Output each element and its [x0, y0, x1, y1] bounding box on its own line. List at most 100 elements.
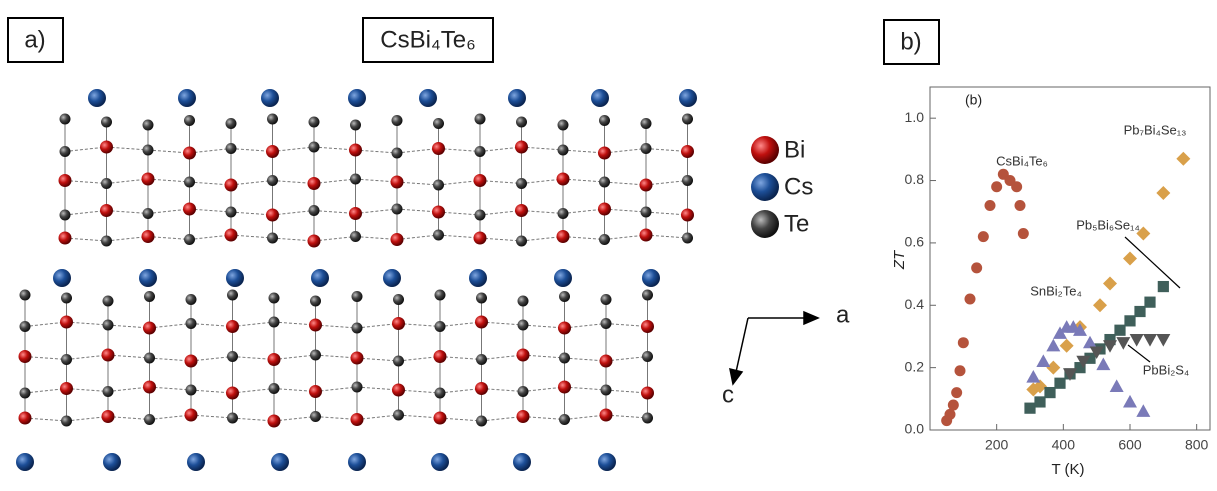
bond — [356, 323, 399, 329]
bond — [313, 178, 356, 184]
atom — [266, 208, 279, 222]
bond — [272, 237, 315, 242]
atom — [350, 351, 364, 365]
point — [1123, 251, 1137, 266]
atom — [103, 453, 121, 471]
atom — [350, 119, 361, 131]
legend-atom — [751, 136, 779, 164]
atom — [144, 352, 155, 364]
bond — [190, 414, 233, 419]
atom — [268, 383, 280, 394]
point — [1017, 228, 1029, 240]
x-tick-label: 200 — [985, 437, 1009, 453]
atom — [351, 322, 363, 334]
atom — [598, 453, 616, 471]
panel-label-box — [7, 17, 64, 63]
point — [951, 387, 963, 399]
atom — [187, 453, 205, 471]
bond — [521, 146, 564, 151]
atom — [183, 146, 196, 160]
atom — [639, 178, 653, 192]
bond — [562, 149, 605, 154]
bond — [189, 208, 232, 213]
legend-atom — [751, 173, 779, 201]
bond — [439, 321, 482, 327]
bond — [315, 386, 358, 392]
bond — [273, 321, 316, 326]
atom — [557, 144, 569, 156]
atom — [598, 146, 611, 160]
atom — [143, 321, 156, 335]
atom — [19, 321, 31, 332]
atom — [599, 176, 610, 188]
bond — [522, 416, 565, 420]
structure-title: CsBi₄Te₆ — [380, 26, 476, 53]
atom — [599, 354, 613, 368]
atom — [268, 292, 280, 304]
atom — [101, 410, 115, 423]
point — [1096, 357, 1111, 371]
bond — [564, 357, 607, 362]
bond — [66, 354, 109, 360]
bond — [66, 416, 109, 422]
atom — [348, 89, 366, 107]
atom — [311, 269, 329, 287]
y-tick-label: 0.2 — [905, 358, 925, 374]
atom — [142, 119, 154, 131]
atom — [102, 386, 114, 397]
atom — [600, 318, 612, 329]
point — [1116, 337, 1131, 350]
point — [1059, 338, 1074, 353]
bond — [356, 357, 399, 362]
bond — [107, 416, 150, 420]
y-tick-label: 0.4 — [905, 296, 925, 312]
atom — [101, 116, 112, 128]
atom — [475, 315, 488, 329]
point — [1103, 340, 1117, 353]
bond — [481, 354, 524, 360]
atom — [391, 203, 403, 215]
atom — [391, 147, 403, 159]
atom — [419, 89, 437, 107]
bond — [232, 388, 275, 394]
atom — [184, 408, 198, 422]
point — [1176, 151, 1191, 166]
legend-label: Te — [784, 210, 809, 237]
atom — [227, 289, 238, 301]
point — [1157, 280, 1169, 293]
point — [1136, 404, 1151, 417]
atom — [101, 178, 112, 189]
atom — [185, 384, 197, 396]
bond — [522, 324, 565, 329]
bond — [313, 146, 356, 151]
bond — [64, 210, 107, 216]
atom — [474, 113, 486, 125]
atom — [474, 146, 486, 157]
point — [1114, 324, 1126, 336]
point — [1073, 323, 1087, 336]
atom — [640, 206, 652, 218]
atom — [516, 116, 527, 128]
atom — [473, 231, 487, 245]
atom — [559, 414, 570, 425]
point — [1036, 354, 1051, 367]
atom — [516, 348, 530, 362]
atom — [393, 409, 404, 421]
atom — [59, 146, 71, 157]
atom — [61, 292, 72, 304]
series-label: CsBi₄Te₆ — [996, 153, 1048, 168]
bond — [604, 208, 647, 213]
atom — [308, 141, 320, 153]
atom — [59, 209, 71, 221]
bond — [605, 323, 648, 327]
atom — [599, 408, 613, 422]
bond — [147, 149, 190, 154]
bond — [479, 237, 522, 242]
atom — [390, 233, 404, 246]
point — [1143, 333, 1157, 347]
atom — [184, 115, 195, 126]
leader-line — [1124, 236, 1181, 289]
plot-frame — [929, 86, 1211, 431]
point — [1124, 315, 1136, 327]
bond — [64, 237, 107, 242]
